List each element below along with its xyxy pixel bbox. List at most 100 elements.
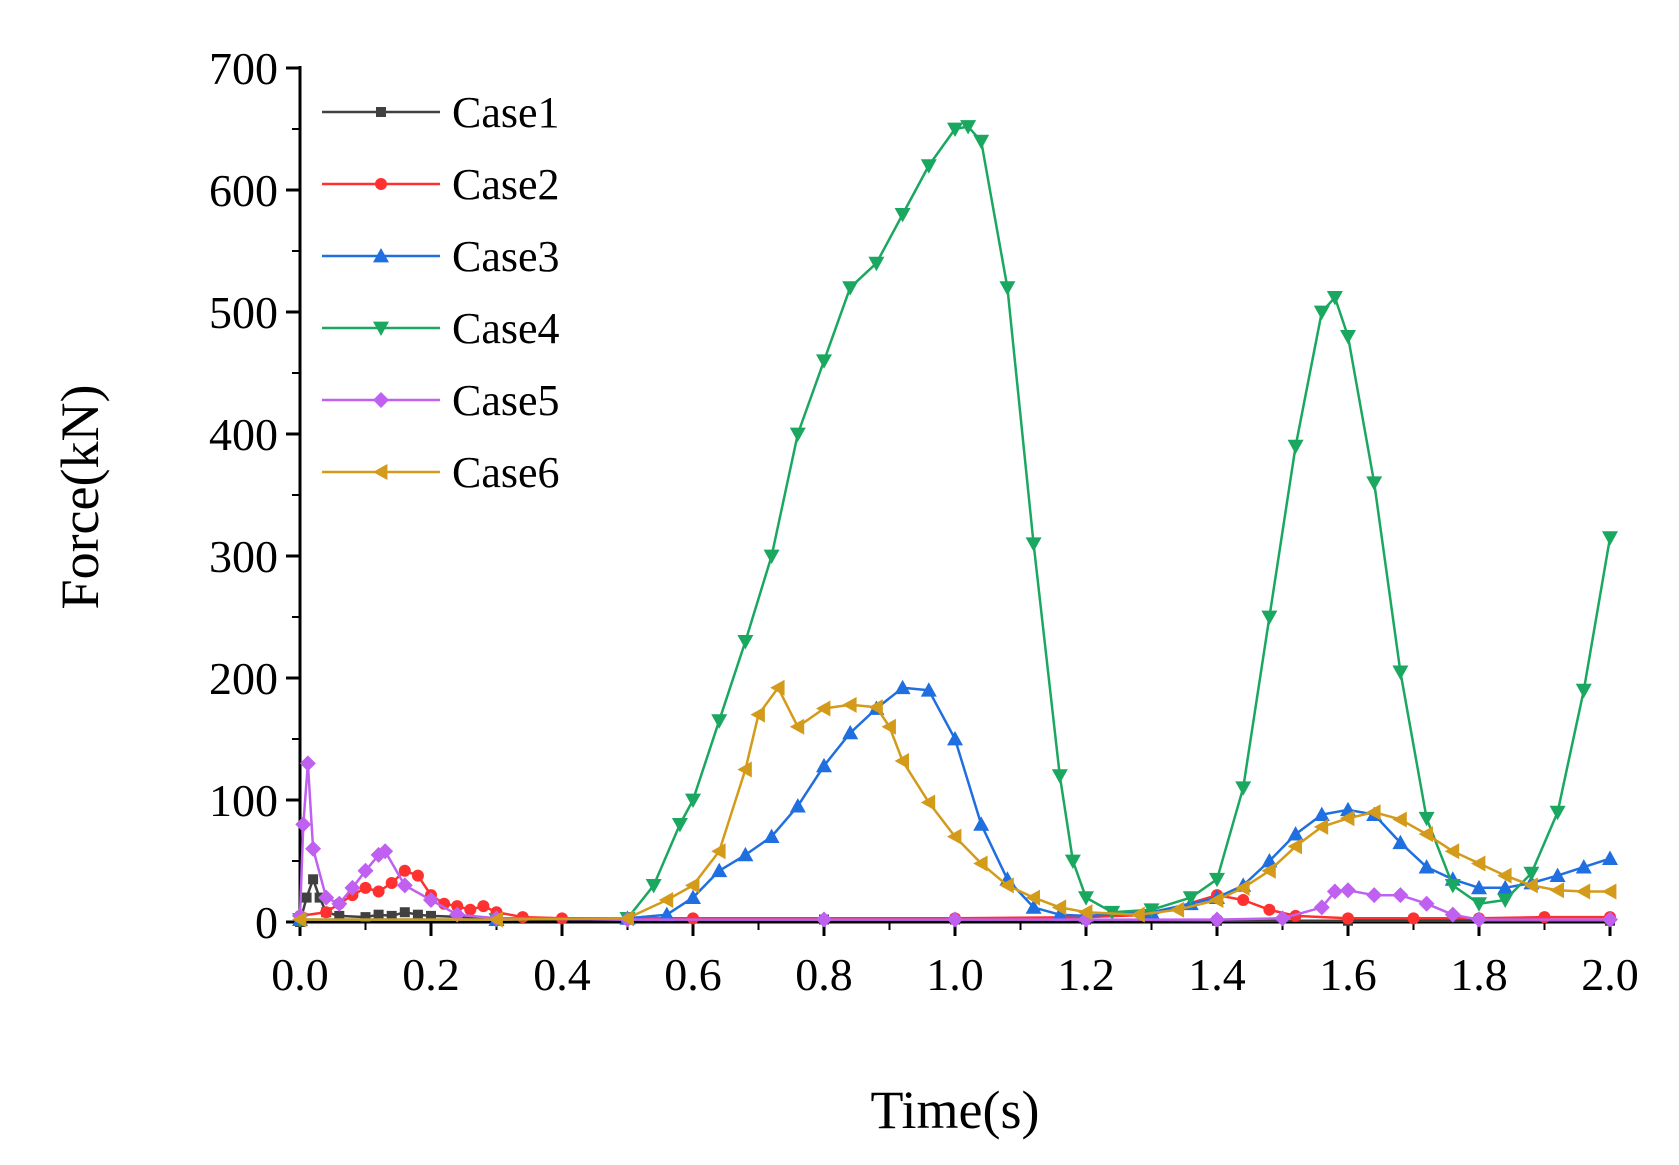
case2-point	[1263, 903, 1276, 916]
x-tick-label: 1.0	[926, 949, 984, 1000]
case4-point	[1313, 305, 1330, 320]
case6-point	[816, 700, 831, 717]
case4-point	[1549, 805, 1566, 821]
case2-point	[1342, 912, 1354, 925]
case6-point	[1444, 843, 1460, 860]
y-tick-label: 500	[209, 287, 278, 338]
case6-point	[658, 892, 674, 909]
case3-series	[292, 679, 1618, 926]
case6-point	[488, 911, 503, 928]
case5-point	[1418, 895, 1435, 912]
case4-point	[894, 208, 911, 223]
case1-point	[412, 909, 423, 920]
legend-label-case4: Case4	[452, 304, 560, 353]
case6-point	[1366, 804, 1381, 821]
case6-point	[1130, 906, 1145, 923]
case5-point	[377, 843, 394, 860]
case4-point	[645, 879, 662, 894]
case4-point	[1051, 769, 1068, 784]
y-tick-label: 200	[209, 653, 278, 704]
case4-point	[1287, 439, 1304, 455]
case4-point	[1326, 290, 1343, 306]
x-tick-label: 1.2	[1057, 949, 1115, 1000]
case5-point	[305, 840, 322, 857]
case5-point	[423, 892, 439, 909]
case4-point	[1025, 537, 1042, 552]
case5-point	[1209, 911, 1225, 928]
case3-point	[685, 889, 701, 904]
case1-point	[399, 907, 410, 918]
case5-point	[318, 889, 335, 906]
case3-point	[1418, 859, 1435, 874]
x-tick-label: 2.0	[1581, 949, 1639, 1000]
case4-point	[1182, 891, 1199, 906]
case3-point	[1549, 867, 1566, 883]
case6-point	[1497, 867, 1512, 884]
y-tick-label: 700	[209, 43, 278, 94]
case3-point	[1051, 906, 1068, 922]
case4-point	[1523, 866, 1540, 882]
case4-point	[816, 354, 832, 369]
case4-point	[973, 134, 990, 150]
legend-label-case2: Case2	[452, 160, 560, 209]
case3-line	[300, 686, 1611, 921]
case2-point	[1407, 912, 1420, 925]
y-axis-title: Force(kN)	[50, 385, 110, 610]
case2-point	[320, 906, 333, 919]
legend-item-case5: Case5	[322, 376, 560, 425]
case2-point	[477, 900, 490, 913]
case4-point	[737, 635, 754, 650]
case6-line	[300, 686, 1610, 921]
case4-point	[789, 427, 806, 442]
case3-point	[658, 906, 675, 922]
legend-item-case6: Case6	[322, 448, 560, 497]
y-tick-label: 600	[209, 165, 278, 216]
x-tick-label: 1.6	[1319, 949, 1377, 1000]
legend-marker-case3	[373, 248, 389, 263]
y-tick-label: 0	[255, 897, 278, 948]
case3-point	[816, 757, 832, 773]
case6-point	[842, 696, 857, 713]
case6-point	[881, 718, 896, 735]
case5-point	[344, 879, 361, 896]
case5-point	[1602, 911, 1618, 928]
case3-point	[789, 798, 806, 813]
case4-point	[1471, 897, 1487, 912]
case6-series	[292, 679, 1617, 928]
case3-point	[737, 846, 754, 862]
case5-point	[396, 877, 413, 894]
case4-point	[960, 120, 977, 135]
x-tick-label: 0.0	[271, 949, 329, 1000]
case2-point	[359, 881, 372, 894]
case6-point	[1051, 899, 1067, 916]
case6-point	[973, 855, 988, 872]
case6-point	[1549, 882, 1564, 899]
case6-point	[1418, 826, 1433, 843]
case1-point	[386, 910, 397, 921]
case1-point	[360, 912, 371, 923]
case3-point	[1287, 826, 1304, 841]
case6-point	[1025, 889, 1040, 906]
case2-point	[687, 912, 699, 925]
case6-point	[1209, 892, 1224, 909]
x-tick-label: 1.8	[1450, 949, 1508, 1000]
case4-point	[1340, 330, 1356, 345]
case6-point	[1287, 838, 1302, 855]
case4-point	[1392, 665, 1409, 680]
legend-item-case3: Case3	[322, 232, 560, 281]
legend: Case1 Case2 Case3 Case4 Case5 Case6	[322, 88, 560, 497]
case2-point	[516, 911, 529, 924]
case4-point	[868, 256, 885, 272]
case5-point	[1340, 882, 1356, 899]
case2-point	[385, 876, 398, 889]
case5-point	[1313, 899, 1330, 916]
case3-point	[763, 828, 780, 843]
case6-point	[1169, 901, 1185, 918]
case2-point	[451, 900, 464, 913]
case4-point	[1497, 893, 1514, 909]
case4-point	[1235, 781, 1252, 796]
case4-point	[842, 281, 859, 296]
case4-point	[947, 122, 963, 137]
case6-point	[868, 699, 883, 716]
case3-point	[894, 679, 911, 695]
